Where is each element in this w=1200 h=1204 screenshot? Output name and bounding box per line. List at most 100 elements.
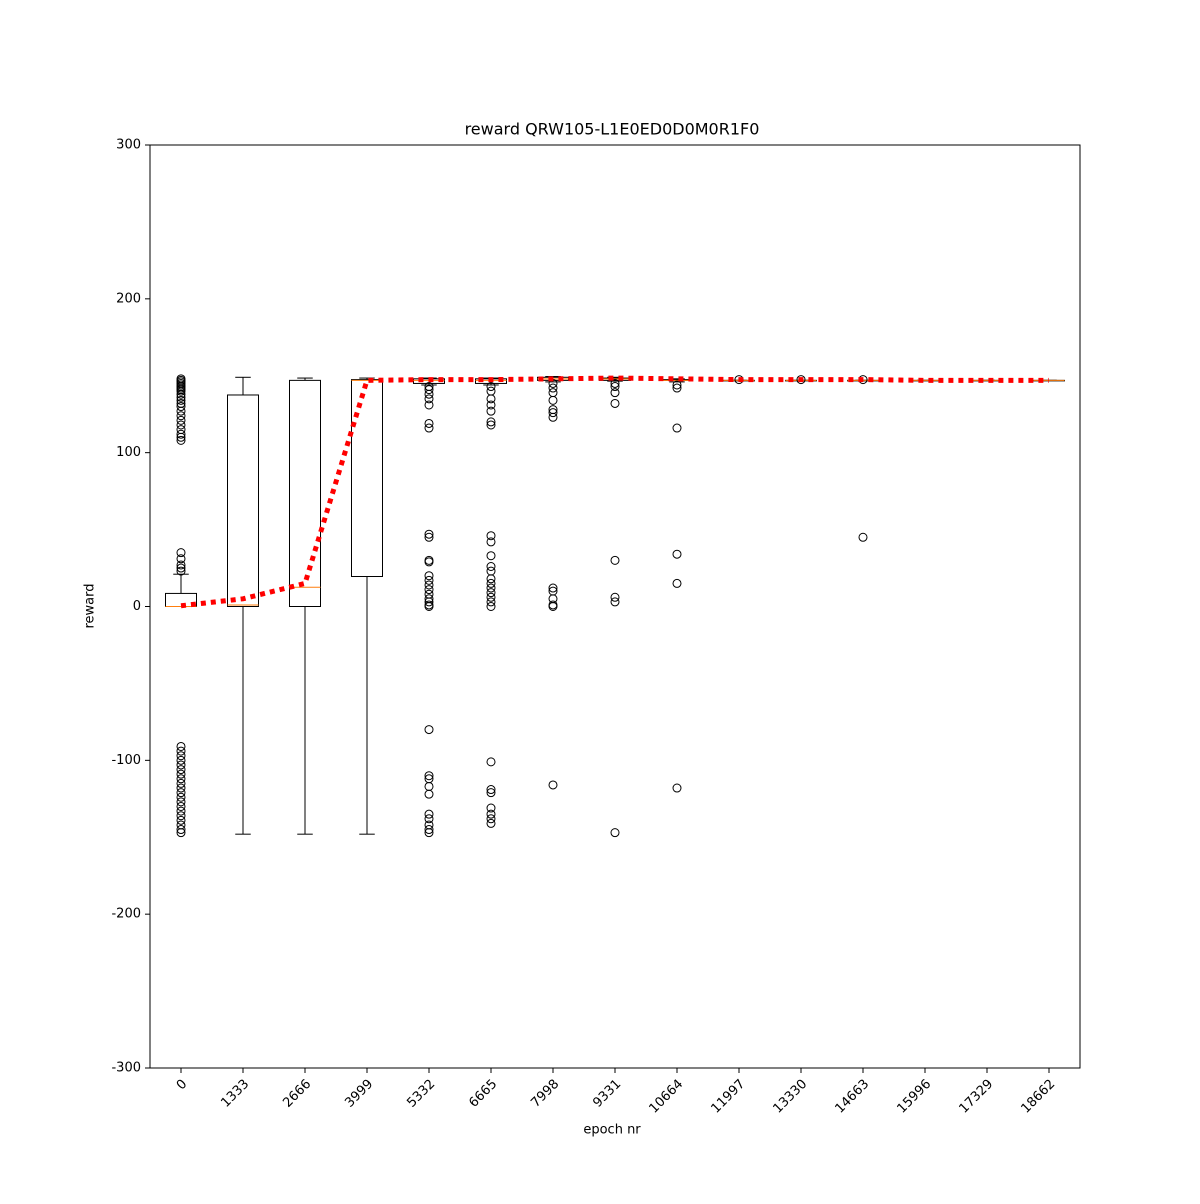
outlier [424, 771, 434, 781]
box [227, 394, 259, 607]
x-tick-label: 5332 [404, 1077, 438, 1111]
outlier [424, 529, 434, 539]
outlier [672, 423, 682, 433]
outlier [176, 792, 186, 802]
outlier [176, 783, 186, 793]
outlier [176, 395, 186, 405]
outlier [486, 588, 496, 598]
outlier [424, 571, 434, 581]
outlier [486, 394, 496, 404]
outlier [486, 537, 496, 547]
outlier [486, 788, 496, 798]
outlier [486, 562, 496, 572]
x-tick-label: 11997 [708, 1077, 748, 1117]
outlier [176, 429, 186, 439]
outlier [548, 583, 558, 593]
outlier [672, 783, 682, 793]
box [289, 379, 321, 607]
x-tick-label: 7998 [528, 1077, 562, 1111]
outlier [176, 389, 186, 399]
outlier [486, 757, 496, 767]
outlier [176, 392, 186, 402]
outlier [424, 532, 434, 542]
y-tick-label: -300 [111, 1061, 141, 1076]
outlier [672, 380, 682, 390]
outlier [486, 566, 496, 576]
outlier [176, 411, 186, 421]
outlier [176, 820, 186, 830]
outlier [548, 412, 558, 422]
outlier [486, 400, 496, 410]
outlier [176, 406, 186, 416]
outlier [610, 398, 620, 408]
outlier [176, 811, 186, 821]
x-tick-label: 2666 [280, 1077, 314, 1111]
outlier [176, 751, 186, 761]
outlier [796, 375, 806, 385]
outlier [548, 408, 558, 418]
outlier [176, 425, 186, 435]
outlier [424, 423, 434, 433]
outlier [176, 825, 186, 835]
outlier [486, 551, 496, 561]
outlier [424, 725, 434, 735]
outlier [176, 741, 186, 751]
outlier [176, 760, 186, 770]
y-tick-label: -100 [111, 753, 141, 768]
outlier [486, 592, 496, 602]
x-tick-label: 6665 [466, 1077, 500, 1111]
outlier [486, 417, 496, 427]
outlier [610, 388, 620, 398]
outlier [176, 435, 186, 445]
outlier [424, 575, 434, 585]
outlier [672, 549, 682, 559]
outlier [610, 597, 620, 607]
outlier [486, 809, 496, 819]
outlier [176, 432, 186, 442]
outlier [610, 592, 620, 602]
outlier [424, 585, 434, 595]
outlier [176, 415, 186, 425]
chart-title: reward QRW105-L1E0ED0D0M0R1F0 [465, 120, 760, 139]
outlier [176, 778, 186, 788]
box [351, 379, 383, 578]
y-tick-label: 0 [133, 599, 141, 614]
x-tick-label: 18662 [1018, 1077, 1058, 1117]
x-tick-label: 10664 [646, 1077, 686, 1117]
outlier [424, 820, 434, 830]
outlier [176, 815, 186, 825]
x-tick-label: 14663 [832, 1077, 872, 1117]
outlier [176, 801, 186, 811]
outlier [176, 402, 186, 412]
outlier [486, 574, 496, 584]
outlier [486, 602, 496, 611]
y-tick-label: 200 [116, 291, 141, 306]
outlier [486, 803, 496, 813]
outlier [486, 583, 496, 593]
outlier [424, 389, 434, 399]
outlier [486, 382, 496, 392]
outlier [424, 814, 434, 824]
x-tick-label: 0 [174, 1077, 190, 1093]
outlier [176, 797, 186, 807]
outlier [424, 580, 434, 590]
outlier [548, 388, 558, 398]
outlier [424, 418, 434, 428]
outlier [176, 560, 186, 570]
x-tick-label: 15996 [894, 1077, 934, 1117]
y-tick-label: 100 [116, 445, 141, 460]
outlier [486, 814, 496, 824]
mean-line [180, 375, 1049, 609]
x-tick-label: 9331 [590, 1077, 624, 1111]
outlier [548, 780, 558, 790]
outlier [176, 566, 186, 576]
outlier [424, 589, 434, 599]
outlier [176, 548, 186, 558]
outlier [176, 774, 186, 784]
x-tick-label: 13330 [770, 1077, 810, 1117]
outlier [610, 382, 620, 392]
outlier [858, 532, 868, 542]
outlier [176, 746, 186, 756]
outlier [424, 789, 434, 799]
